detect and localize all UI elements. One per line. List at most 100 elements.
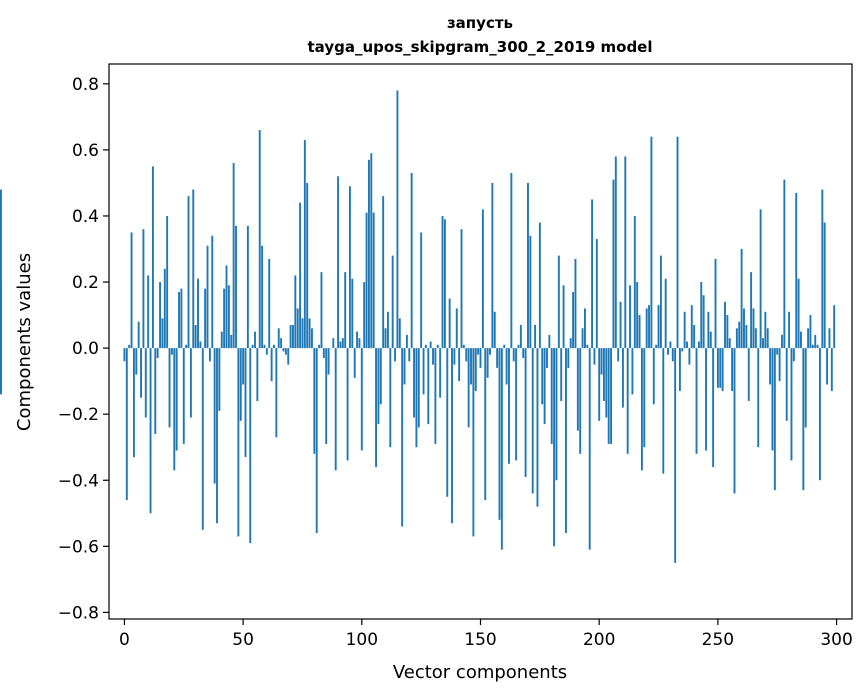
bar-183 — [557, 255, 560, 349]
bar-272 — [769, 348, 772, 385]
bar-201 — [600, 348, 603, 375]
bar-43 — [225, 265, 228, 349]
bar-79 — [311, 328, 313, 349]
bar-185 — [562, 285, 565, 349]
bar-143 — [462, 344, 465, 349]
bar-258 — [735, 328, 738, 349]
bar-59 — [263, 344, 266, 349]
bar-134 — [441, 215, 444, 349]
bar-244 — [702, 295, 705, 349]
bar-undefined — [0, 189, 2, 349]
bar-104 — [370, 153, 373, 349]
bar-105 — [372, 212, 375, 349]
bar-253 — [724, 301, 726, 349]
bar-22 — [175, 348, 178, 451]
bar-108 — [379, 348, 382, 405]
bar-117 — [401, 348, 404, 527]
bar-19 — [168, 348, 171, 428]
bar-111 — [386, 311, 389, 349]
bar-223 — [652, 348, 655, 405]
bar-175 — [538, 222, 541, 349]
bar-226 — [659, 255, 662, 349]
bar-207 — [614, 156, 617, 349]
bar-78 — [308, 318, 311, 349]
bar-67 — [282, 348, 285, 352]
bar-233 — [676, 136, 679, 349]
bar-236 — [683, 311, 686, 349]
bar-93 — [344, 272, 347, 349]
bar-140 — [455, 308, 458, 349]
bar-193 — [581, 328, 584, 349]
bar-299 — [833, 305, 836, 349]
bar-148 — [474, 348, 477, 392]
bar-286 — [802, 348, 805, 491]
bar-227 — [662, 348, 665, 474]
bar-196 — [588, 348, 591, 550]
bar-280 — [788, 311, 791, 349]
bar-218 — [640, 348, 643, 471]
bar-214 — [631, 348, 634, 395]
bar-48 — [237, 348, 240, 537]
bar-41 — [220, 331, 223, 349]
bar-71 — [292, 324, 294, 349]
bar-256 — [731, 348, 734, 392]
bar-94 — [346, 348, 349, 461]
bar-190 — [574, 258, 577, 349]
bar-215 — [633, 215, 636, 349]
chart-title-line-2: tayga_upos_skipgram_300_2_2019 model — [308, 38, 653, 56]
y-axis-label: Components values — [14, 253, 35, 431]
bar-287 — [804, 348, 807, 428]
bar-57 — [258, 130, 261, 349]
bar-281 — [790, 348, 793, 461]
bar-177 — [543, 348, 546, 425]
bar-240 — [693, 324, 696, 349]
bar-298 — [830, 348, 833, 392]
bar-132 — [436, 344, 439, 349]
bar-12 — [151, 166, 154, 349]
bar-238 — [688, 348, 691, 365]
bar-195 — [586, 344, 589, 349]
bar-141 — [458, 348, 461, 382]
bar-51 — [244, 348, 247, 458]
bar-68 — [284, 348, 287, 355]
bar-181 — [553, 348, 556, 547]
bar-147 — [472, 348, 475, 537]
bar-210 — [621, 348, 624, 408]
bar-85 — [325, 348, 328, 444]
bar-265 — [752, 308, 755, 349]
bar-124 — [417, 348, 420, 428]
bar-203 — [605, 348, 608, 418]
bar-24 — [180, 288, 183, 349]
bar-284 — [797, 278, 800, 349]
bar-159 — [500, 348, 503, 550]
bar-288 — [807, 328, 810, 349]
y-tick-label: −0.6 — [58, 537, 99, 557]
bar-186 — [565, 348, 567, 534]
bar-116 — [398, 318, 401, 349]
bar-206 — [612, 179, 615, 349]
bar-99 — [358, 338, 361, 349]
bar-11 — [149, 348, 152, 514]
bar-84 — [322, 348, 325, 359]
bar-26 — [185, 344, 188, 349]
bar-127 — [424, 344, 427, 349]
bar-25 — [182, 348, 185, 444]
bar-217 — [638, 315, 641, 349]
bar-268 — [759, 209, 762, 349]
bar-225 — [657, 305, 660, 349]
bar-277 — [781, 334, 783, 349]
x-tick-label: 200 — [583, 630, 615, 650]
bar-199 — [595, 239, 598, 349]
bar-243 — [700, 282, 703, 349]
bar-248 — [712, 348, 715, 468]
bar-50 — [242, 348, 245, 385]
bar-undefined — [0, 348, 2, 382]
bar-220 — [645, 308, 648, 349]
bar-166 — [517, 344, 520, 349]
bar-275 — [776, 348, 779, 355]
bar-74 — [299, 202, 302, 349]
bar-250 — [716, 348, 719, 388]
bar-255 — [728, 338, 731, 349]
